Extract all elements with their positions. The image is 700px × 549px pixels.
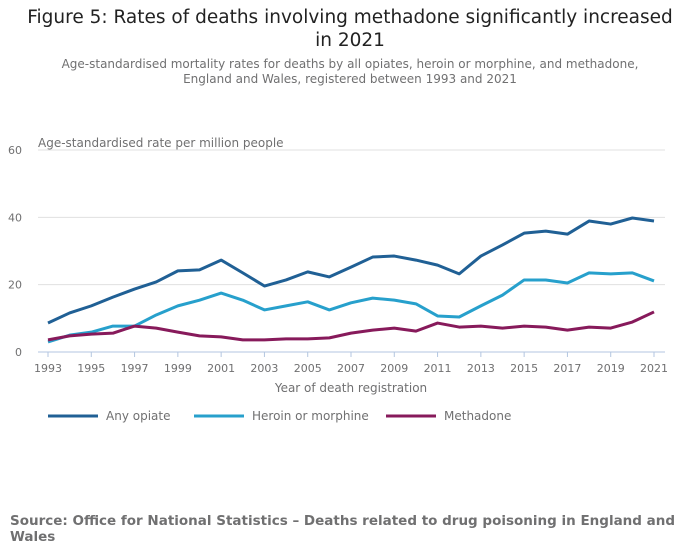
x-tick-label: 2011 xyxy=(424,362,452,375)
series-line-any-opiate xyxy=(47,216,655,325)
x-axis-label: Year of death registration xyxy=(274,381,427,395)
x-tick-label: 1995 xyxy=(77,362,105,375)
x-tick-label: 1999 xyxy=(164,362,192,375)
legend-label: Heroin or morphine xyxy=(252,409,369,423)
y-tick-label: 60 xyxy=(8,144,22,157)
x-tick-label: 2021 xyxy=(640,362,668,375)
y-axis-label: Age-standardised rate per million people xyxy=(38,136,284,150)
y-tick-label: 20 xyxy=(8,279,22,292)
series-line-heroin-or-morphine xyxy=(47,271,655,344)
x-tick-label: 2003 xyxy=(250,362,278,375)
x-tick-label: 2001 xyxy=(207,362,235,375)
chart-title: Figure 5: Rates of deaths involving meth… xyxy=(27,7,673,51)
x-tick-label: 2007 xyxy=(337,362,365,375)
x-tick-label: 2009 xyxy=(380,362,408,375)
x-tick-label: 2005 xyxy=(294,362,322,375)
y-tick-label: 40 xyxy=(8,211,22,224)
chart-subtitle: Age-standardised mortality rates for dea… xyxy=(61,57,639,86)
y-tick-label: 0 xyxy=(15,346,22,359)
x-tick-label: 2019 xyxy=(597,362,625,375)
legend-label: Any opiate xyxy=(106,409,170,423)
x-tick-label: 2015 xyxy=(510,362,538,375)
x-tick-label: 1997 xyxy=(121,362,149,375)
x-tick-label: 1993 xyxy=(34,362,62,375)
source-note: Source: Office for National Statistics –… xyxy=(10,513,676,545)
legend-label: Methadone xyxy=(444,409,511,423)
x-tick-label: 2017 xyxy=(553,362,581,375)
series-line-methadone xyxy=(47,310,655,342)
x-tick-label: 2013 xyxy=(467,362,495,375)
